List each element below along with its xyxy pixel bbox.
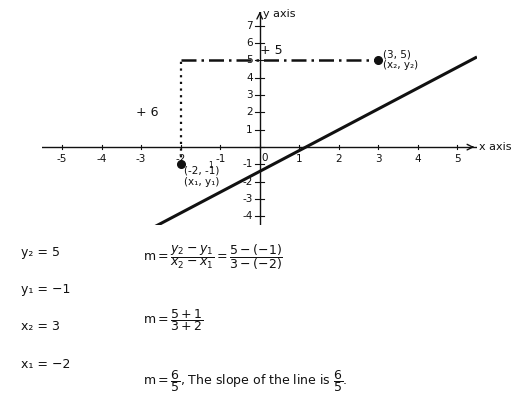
Text: -2: -2: [242, 177, 253, 187]
Text: x₂ = 3: x₂ = 3: [21, 320, 60, 333]
Text: 2: 2: [335, 154, 342, 164]
Text: 7: 7: [246, 21, 253, 31]
Text: 3: 3: [246, 90, 253, 100]
Text: (-2, -1): (-2, -1): [184, 166, 219, 175]
Text: -5: -5: [57, 154, 67, 164]
Text: $\mathsf{m} = \dfrac{6}{5}$, The slope of the line is $\dfrac{6}{5}$.: $\mathsf{m} = \dfrac{6}{5}$, The slope o…: [143, 368, 348, 394]
Text: 0: 0: [261, 153, 268, 163]
Text: 3: 3: [375, 154, 382, 164]
Text: 4: 4: [414, 154, 421, 164]
Text: (x₁, y₁): (x₁, y₁): [184, 177, 219, 187]
Text: (3, 5): (3, 5): [383, 49, 411, 60]
Text: 6: 6: [246, 38, 253, 48]
Text: + 5: + 5: [260, 44, 283, 57]
Text: + 6: + 6: [136, 106, 158, 119]
Text: x₁ = −2: x₁ = −2: [21, 357, 70, 371]
Text: 2: 2: [246, 107, 253, 117]
Text: (x₂, y₂): (x₂, y₂): [383, 60, 418, 70]
Text: 1: 1: [296, 154, 303, 164]
Text: -1: -1: [242, 160, 253, 169]
Text: 4: 4: [246, 73, 253, 83]
Text: $\mathsf{m} = \dfrac{5 + 1}{3 + 2}$: $\mathsf{m} = \dfrac{5 + 1}{3 + 2}$: [143, 307, 204, 333]
Text: 5: 5: [246, 55, 253, 66]
Text: -3: -3: [136, 154, 146, 164]
Text: -4: -4: [96, 154, 107, 164]
Text: -4: -4: [242, 211, 253, 222]
Text: 5: 5: [454, 154, 461, 164]
Text: y₂ = 5: y₂ = 5: [21, 246, 60, 259]
Text: -1: -1: [215, 154, 225, 164]
Text: x axis: x axis: [479, 142, 511, 152]
Text: -2: -2: [175, 154, 186, 164]
Text: 1: 1: [208, 161, 213, 170]
Text: $\mathsf{m} = \dfrac{y_2 - y_1}{x_2 - x_1} = \dfrac{5 - (-1)}{3 - (-2)}$: $\mathsf{m} = \dfrac{y_2 - y_1}{x_2 - x_…: [143, 242, 283, 272]
Text: 1: 1: [246, 125, 253, 135]
Text: y₁ = −1: y₁ = −1: [21, 283, 70, 296]
Text: -3: -3: [242, 194, 253, 204]
Text: y axis: y axis: [263, 9, 295, 19]
